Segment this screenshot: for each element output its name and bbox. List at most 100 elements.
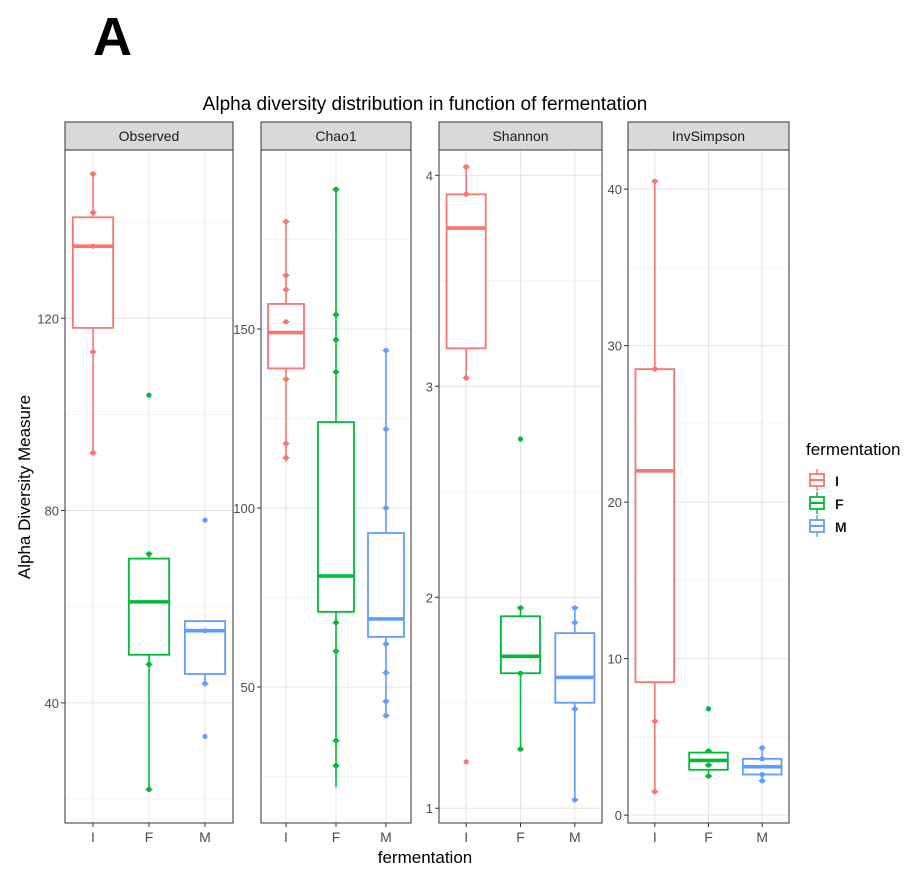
data-point bbox=[652, 718, 658, 724]
data-point bbox=[383, 641, 389, 647]
x-tick-label: F bbox=[332, 829, 341, 845]
data-point bbox=[705, 773, 712, 779]
facet-invsimpson: InvSimpson 0 10 20 30 40 I F M bbox=[608, 121, 790, 845]
data-point bbox=[705, 762, 712, 768]
data-point bbox=[759, 778, 765, 784]
box-M bbox=[183, 517, 227, 740]
x-tick-label: I bbox=[284, 829, 288, 845]
legend-item-M: M bbox=[809, 515, 847, 537]
data-point bbox=[383, 698, 389, 704]
facet-observed: Observed 40 80 120 I F M bbox=[37, 121, 234, 845]
box-I bbox=[445, 164, 487, 765]
data-point bbox=[283, 455, 289, 461]
facet-strip-label: Shannon bbox=[492, 128, 548, 144]
x-tick-label: F bbox=[704, 829, 713, 845]
x-tick-label: I bbox=[653, 829, 657, 845]
data-point bbox=[333, 186, 339, 192]
box-body bbox=[554, 632, 596, 704]
facet-strip bbox=[64, 121, 234, 151]
data-point bbox=[333, 312, 339, 318]
y-axis-label: Alpha Diversity Measure bbox=[15, 395, 34, 579]
data-point bbox=[383, 347, 389, 354]
data-point bbox=[383, 670, 389, 676]
box-F bbox=[127, 392, 171, 792]
box-body bbox=[367, 532, 405, 638]
data-point bbox=[333, 337, 339, 343]
box-I bbox=[634, 178, 676, 795]
data-point bbox=[90, 349, 96, 355]
data-point bbox=[572, 619, 578, 626]
data-point bbox=[283, 218, 289, 225]
data-point bbox=[90, 209, 96, 216]
y-tick-label: 0 bbox=[615, 808, 622, 823]
x-tick-label: F bbox=[516, 829, 525, 845]
legend-item-F: F bbox=[809, 492, 844, 514]
facet-shannon: Shannon 1 2 3 4 I F M bbox=[426, 121, 603, 845]
x-tick-label: F bbox=[145, 829, 154, 845]
outlier-point bbox=[517, 436, 524, 442]
data-point bbox=[146, 661, 152, 667]
data-point bbox=[517, 670, 524, 676]
outlier-point bbox=[705, 706, 712, 712]
y-tick-label: 4 bbox=[426, 168, 433, 183]
y-tick-label: 150 bbox=[233, 322, 255, 337]
x-axis-label: fermentation bbox=[378, 848, 473, 867]
data-point bbox=[652, 178, 658, 184]
y-tick-label: 100 bbox=[233, 501, 255, 516]
box-body bbox=[445, 193, 487, 350]
data-point bbox=[333, 619, 339, 626]
y-tick-label: 50 bbox=[241, 680, 255, 695]
x-tick-label: M bbox=[380, 829, 392, 845]
legend-label: M bbox=[835, 519, 847, 535]
y-tick-label: 20 bbox=[608, 495, 622, 510]
chart-title: Alpha diversity distribution in function… bbox=[203, 94, 648, 115]
y-tick-label: 30 bbox=[608, 339, 622, 354]
box-body bbox=[317, 421, 355, 613]
box-M bbox=[554, 605, 596, 803]
data-point bbox=[572, 605, 578, 611]
legend-item-I: I bbox=[809, 469, 839, 491]
data-point bbox=[705, 748, 712, 754]
data-point bbox=[146, 551, 152, 557]
data-point bbox=[383, 505, 389, 511]
box-F bbox=[317, 186, 355, 788]
outlier-point bbox=[202, 517, 208, 523]
data-point bbox=[146, 786, 152, 792]
box-body bbox=[500, 615, 541, 675]
box-F bbox=[500, 436, 541, 752]
facet-strip-label: Observed bbox=[119, 128, 180, 144]
facet-chao1: Chao1 50 100 150 I F M bbox=[233, 121, 412, 845]
box-M bbox=[367, 347, 405, 719]
legend-label: F bbox=[835, 496, 844, 512]
data-point bbox=[383, 426, 389, 432]
data-point bbox=[652, 789, 658, 795]
box-body bbox=[634, 368, 676, 684]
y-tick-label: 3 bbox=[426, 379, 433, 394]
x-tick-label: M bbox=[569, 829, 581, 845]
y-tick-label: 80 bbox=[45, 504, 59, 519]
data-point bbox=[90, 171, 96, 177]
data-point bbox=[572, 706, 578, 712]
x-tick-label: I bbox=[91, 829, 95, 845]
data-point bbox=[517, 605, 524, 611]
data-point bbox=[517, 746, 524, 752]
x-tick-label: M bbox=[199, 829, 211, 845]
y-tick-label: 40 bbox=[45, 696, 59, 711]
data-point bbox=[652, 366, 658, 372]
data-point bbox=[283, 319, 289, 325]
box-body bbox=[127, 557, 171, 656]
data-point bbox=[383, 713, 389, 719]
data-point bbox=[202, 680, 208, 687]
data-point bbox=[283, 272, 289, 278]
box-M bbox=[741, 745, 783, 784]
x-tick-label: I bbox=[464, 829, 468, 845]
facet-strip-label: InvSimpson bbox=[672, 128, 745, 144]
box-body bbox=[71, 216, 115, 329]
y-tick-label: 2 bbox=[426, 590, 433, 605]
facet-strip bbox=[260, 121, 412, 151]
data-point bbox=[90, 450, 96, 456]
data-point bbox=[333, 648, 339, 654]
data-point bbox=[333, 738, 339, 744]
y-tick-label: 120 bbox=[37, 311, 59, 326]
